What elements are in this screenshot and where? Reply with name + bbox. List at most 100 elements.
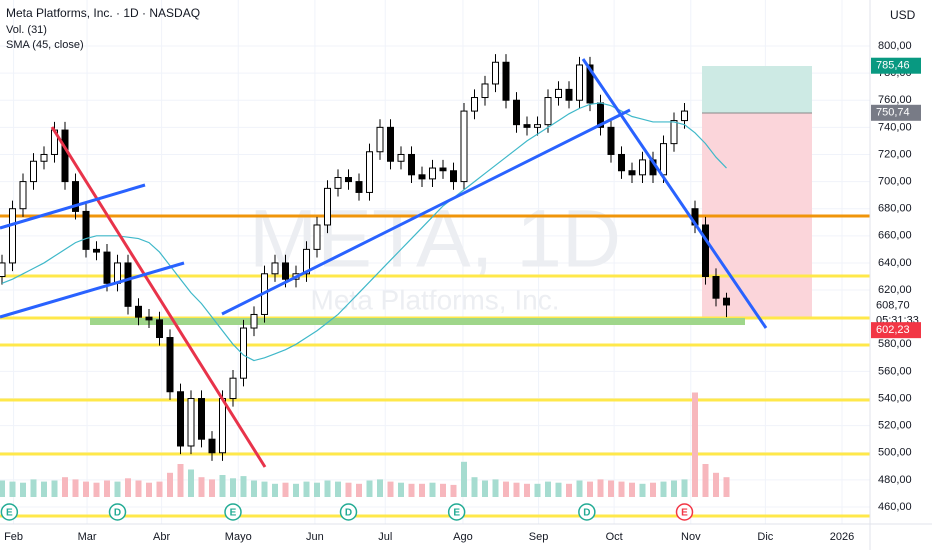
candle-body: [240, 327, 247, 379]
candle-body: [492, 61, 499, 85]
x-tick-label: Oct: [606, 531, 623, 543]
y-tick-label: 720,00: [878, 148, 912, 160]
volume-bar: [30, 479, 37, 497]
x-tick-label: Abr: [153, 531, 170, 543]
x-tick-label: Mayo: [225, 531, 252, 543]
y-tick-label: 660,00: [878, 230, 912, 242]
volume-bar: [524, 483, 530, 497]
volume-bar: [156, 481, 163, 497]
candle-body: [366, 151, 373, 193]
sma-line: [1, 102, 727, 362]
trendline[interactable]: [50, 126, 267, 468]
price-axis: 800,00780,00760,00740,00720,00700,00680,…: [871, 40, 921, 513]
candle-body: [166, 337, 174, 393]
volume-bar: [471, 477, 478, 497]
volume-bar: [230, 478, 236, 497]
candle-body: [19, 181, 27, 210]
candle-body: [250, 313, 258, 329]
candle-body: [187, 398, 195, 447]
position-target[interactable]: [702, 66, 812, 113]
volume-bar: [41, 481, 47, 497]
candle-body: [303, 248, 310, 275]
volume-bar: [450, 484, 457, 497]
candle-body: [376, 126, 384, 153]
x-tick-label: Sep: [529, 531, 549, 543]
candle-body: [555, 88, 562, 99]
y-tick-label: 500,00: [878, 447, 912, 459]
volume-bar: [240, 476, 247, 497]
y-tick-label: 560,00: [878, 365, 912, 377]
y-tick-label: 700,00: [878, 175, 912, 187]
volume-bar: [534, 483, 541, 497]
candle-body: [439, 167, 447, 172]
event-marker[interactable]: [339, 503, 358, 521]
candle-body: [618, 153, 625, 172]
volume-bar: [723, 477, 730, 497]
trendline[interactable]: [221, 108, 631, 316]
volume-bar: [198, 477, 205, 497]
volume-bar: [566, 483, 572, 497]
event-label: D: [583, 508, 590, 519]
candle-body: [450, 170, 457, 183]
candle-body: [345, 177, 352, 183]
event-label: D: [114, 508, 121, 519]
candle-body: [61, 129, 69, 183]
candle-body: [324, 187, 331, 226]
candle-body: [418, 174, 426, 180]
trendline[interactable]: [581, 58, 768, 329]
candle-body: [124, 262, 132, 307]
candle-body: [103, 251, 111, 284]
y-tick-label: 800,00: [878, 40, 912, 52]
candle-body: [576, 64, 583, 101]
volume-bar: [9, 481, 16, 497]
y-tick-label: 640,00: [878, 257, 912, 269]
x-tick-label: 2026: [830, 531, 854, 543]
event-marker[interactable]: [578, 503, 596, 521]
candle-body: [0, 262, 6, 277]
candle-body: [429, 167, 436, 180]
y-tick-label: 520,00: [878, 420, 912, 432]
y-tick-label: 740,00: [878, 121, 912, 133]
event-marker[interactable]: [108, 503, 127, 521]
trendline[interactable]: [0, 261, 185, 319]
plot: [0, 54, 730, 461]
trendlines: [0, 58, 768, 468]
y-tick-label: 760,00: [878, 94, 912, 106]
price-badge-label: 608,70: [876, 299, 910, 311]
candle-body: [177, 391, 184, 447]
support-zone[interactable]: [90, 318, 745, 325]
trendline[interactable]: [0, 183, 146, 230]
candle-body: [156, 319, 163, 339]
y-tick-label: 620,00: [878, 284, 912, 296]
candle-body: [702, 224, 709, 277]
candle-body: [723, 297, 730, 306]
event-marker[interactable]: [675, 503, 694, 521]
candle-body: [502, 61, 510, 101]
candle-body: [670, 120, 678, 145]
candle-body: [397, 153, 405, 162]
watermark-sub: Meta Platforms, Inc.: [311, 284, 560, 315]
volume: [0, 392, 730, 497]
x-tick-label: Jun: [306, 531, 324, 543]
candle-body: [534, 124, 541, 128]
event-marker[interactable]: [224, 503, 242, 521]
volume-bar: [597, 479, 604, 497]
y-tick-label: 460,00: [878, 501, 912, 513]
volume-bar: [639, 483, 646, 497]
volume-bar: [282, 482, 289, 497]
volume-bar: [146, 482, 152, 497]
volume-bar: [0, 480, 5, 497]
volume-bar: [650, 482, 656, 497]
candle-body: [114, 262, 121, 284]
candle-body: [9, 208, 16, 264]
event-marker[interactable]: [0, 503, 19, 521]
indicator-label: Vol. (31): [6, 24, 47, 36]
event-label: E: [6, 508, 13, 519]
candle-body: [544, 97, 552, 126]
currency: USD: [890, 8, 916, 22]
volume-bar: [681, 479, 688, 497]
x-tick-label: Dic: [757, 531, 773, 543]
event-marker[interactable]: [447, 503, 466, 521]
candle-body: [334, 177, 342, 189]
